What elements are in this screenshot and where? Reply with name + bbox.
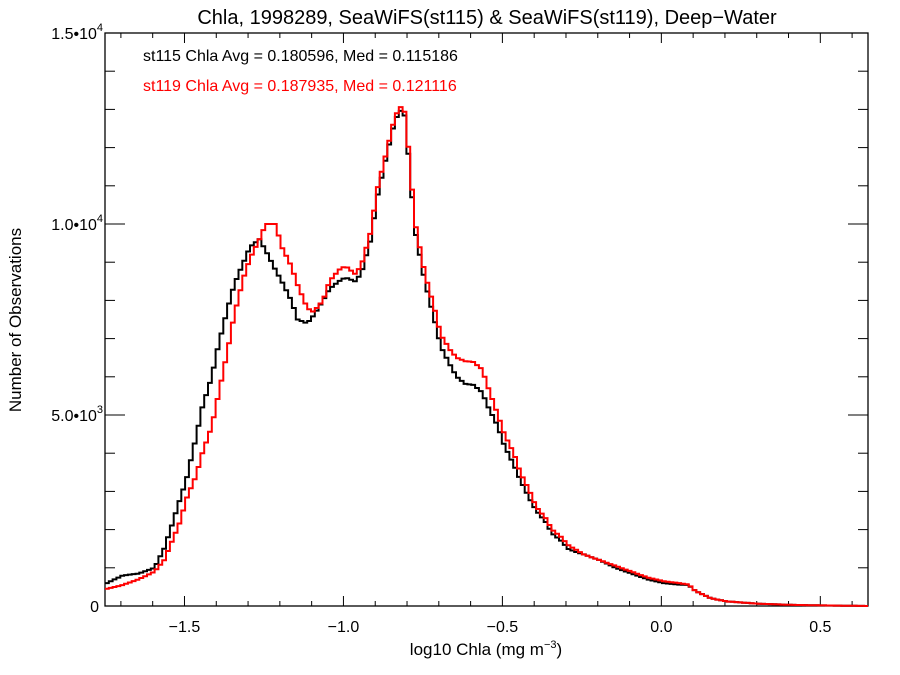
st119-stats-annotation: st119 Chla Avg = 0.187935, Med = 0.12111… <box>143 78 457 95</box>
plot-frame <box>104 32 869 607</box>
x-tick-label: −1.5 <box>169 619 201 636</box>
y-tick-label: 1.0•104 <box>51 213 103 234</box>
y-tick-label: 1.5•104 <box>51 22 103 43</box>
y-tick-label: 5.0•103 <box>51 404 103 425</box>
chart-title: Chla, 1998289, SeaWiFS(st115) & SeaWiFS(… <box>197 7 777 29</box>
x-tick-label: 0.0 <box>650 619 672 636</box>
series-layer <box>105 106 868 607</box>
series-line-st115 <box>105 109 868 607</box>
x-tick-label: −1.0 <box>328 619 360 636</box>
x-tick-label: 0.5 <box>809 619 831 636</box>
x-axis-label: log10 Chla (mg m−3) <box>410 639 562 659</box>
axis-ticks: −1.5 −1.0 −0.5 0.0 0.5 0 5.0•103 1.0•104 1.5•104 <box>51 22 868 636</box>
x-tick-label: −0.5 <box>487 619 519 636</box>
st115-stats-annotation: st115 Chla Avg = 0.180596, Med = 0.11518… <box>143 48 458 65</box>
y-tick-label: 0 <box>90 599 99 616</box>
y-axis-label: Number of Observations <box>6 228 25 412</box>
series-line-st119 <box>105 106 868 607</box>
